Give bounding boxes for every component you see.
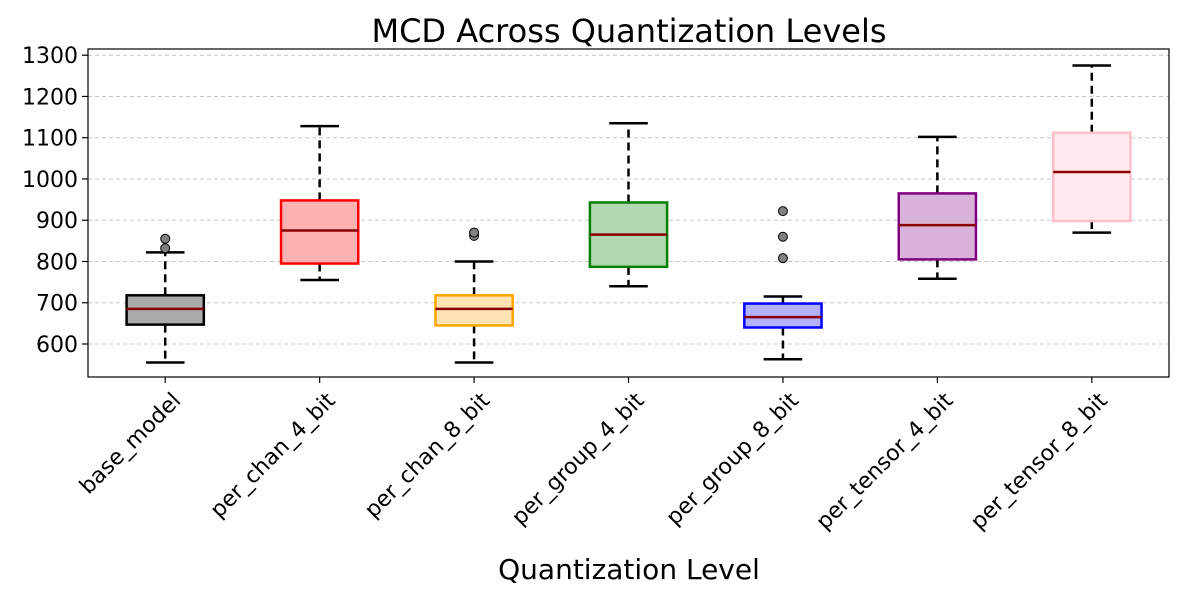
y-tick-label: 1300 (22, 44, 78, 69)
outlier-point (777, 231, 788, 242)
box-per-group-4-bit (588, 122, 669, 288)
x-tick-label: per_chan_4_bit (206, 388, 341, 523)
y-tick-label: 900 (36, 209, 78, 234)
box-base-model (125, 233, 206, 364)
iqr-box (1051, 131, 1132, 223)
y-tick-label: 800 (36, 250, 78, 275)
x-tick-label: base_model (75, 388, 186, 499)
y-axis-ticks: 600 700 800 900 1000 1100 1200 1300 (22, 44, 88, 358)
y-tick-label: 600 (36, 333, 78, 358)
box-per-chan-8-bit (434, 227, 514, 364)
iqr-box (743, 302, 823, 329)
iqr-box (434, 294, 514, 327)
box-per-tensor-4-bit (897, 135, 978, 281)
outlier-point (160, 233, 171, 244)
box-per-group-8-bit (743, 206, 823, 361)
x-tick-label: per_tensor_8_bit (966, 388, 1113, 535)
x-tick-label: per_tensor_4_bit (812, 388, 959, 535)
boxes (125, 64, 1132, 364)
outlier-point (469, 227, 480, 238)
box-per-chan-4-bit (279, 124, 360, 282)
y-tick-label: 700 (36, 292, 78, 317)
x-axis-label: Quantization Level (498, 553, 760, 586)
box-per-tensor-8-bit (1051, 64, 1132, 234)
x-tick-label: per_group_4_bit (507, 388, 649, 530)
outlier-point (160, 243, 171, 254)
x-tick-label: per_chan_8_bit (360, 388, 495, 523)
outlier-point (777, 206, 788, 217)
x-tick-label: per_group_8_bit (662, 388, 804, 530)
iqr-box (279, 199, 360, 265)
chart-title: MCD Across Quantization Levels (371, 12, 886, 50)
y-tick-label: 1000 (22, 168, 78, 193)
outlier-point (777, 253, 788, 264)
y-tick-label: 1200 (22, 85, 78, 110)
y-tick-label: 1100 (22, 127, 78, 152)
x-axis-ticks: base_model per_chan_4_bit per_chan_8_bit pe… (75, 377, 1113, 535)
